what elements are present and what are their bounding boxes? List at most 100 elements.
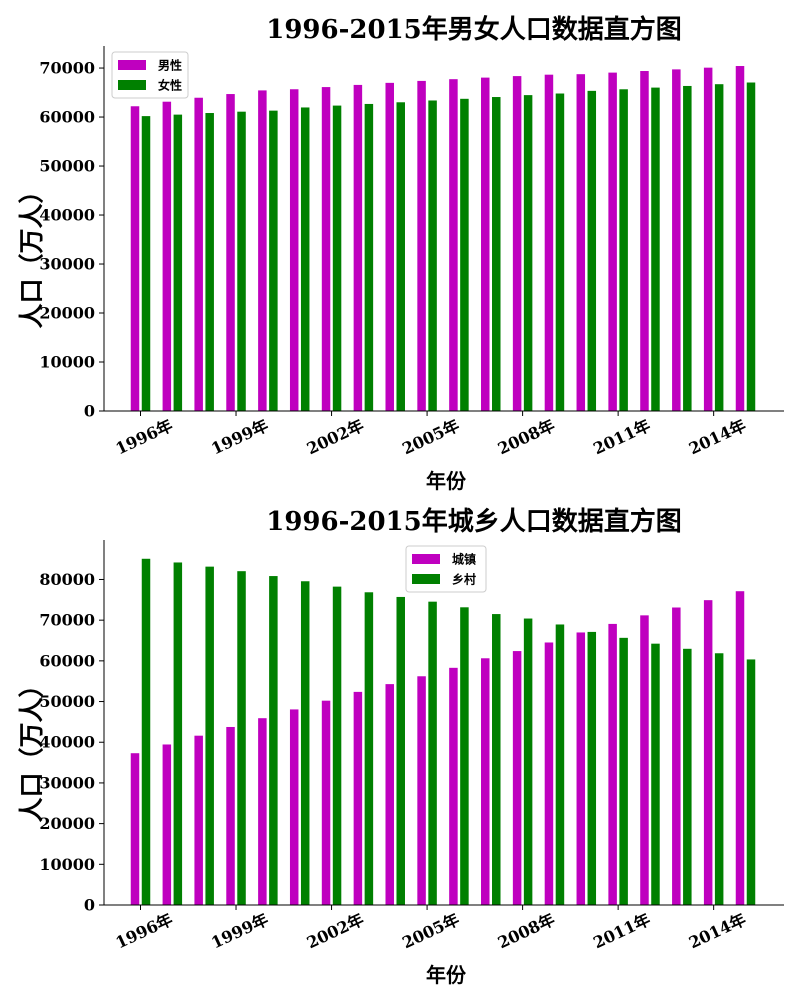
- bar: [226, 94, 235, 412]
- series-2: [141, 558, 756, 905]
- x-tick-label: 2002年: [304, 910, 367, 953]
- bar: [417, 676, 426, 905]
- series-1: [130, 591, 745, 905]
- x-tick-label: 2014年: [686, 910, 749, 953]
- bar: [587, 631, 597, 905]
- bar: [385, 82, 394, 412]
- x-tick-label: 2014年: [686, 416, 749, 459]
- bar: [300, 581, 310, 905]
- x-tick-label: 2002年: [304, 416, 367, 459]
- bar: [640, 615, 649, 905]
- y-tick-label: 0: [84, 896, 95, 915]
- bar: [683, 85, 692, 412]
- bar: [449, 79, 458, 412]
- legend-swatch: [412, 554, 440, 564]
- bar: [555, 624, 565, 905]
- bar: [481, 658, 490, 905]
- y-axis-label: 人口（万人）: [17, 672, 46, 822]
- y-tick-label: 10000: [39, 855, 95, 874]
- bar: [269, 110, 278, 411]
- y-tick-label: 30000: [39, 773, 95, 792]
- chart-title: 1996-2015年城乡人口数据直方图: [266, 506, 682, 537]
- x-tick-label: 2005年: [399, 910, 462, 953]
- bar: [173, 562, 183, 905]
- legend-label: 城镇: [452, 552, 476, 567]
- bar: [651, 87, 660, 411]
- bar: [321, 700, 331, 905]
- y-tick-label: 40000: [39, 733, 95, 752]
- bar: [428, 100, 437, 411]
- bar: [141, 116, 151, 412]
- bar: [555, 93, 565, 411]
- bar: [640, 71, 649, 411]
- bar: [130, 106, 140, 411]
- bar: [619, 637, 628, 905]
- bar: [300, 107, 310, 412]
- bar: [672, 607, 681, 905]
- bar: [460, 607, 469, 905]
- bar: [332, 586, 342, 905]
- bar: [194, 97, 203, 412]
- bar: [703, 67, 713, 411]
- bar: [576, 74, 586, 412]
- y-tick-label: 40000: [39, 206, 95, 225]
- bar: [289, 709, 299, 905]
- bar: [353, 84, 363, 412]
- bar: [205, 566, 214, 905]
- y-tick-label: 30000: [39, 255, 95, 274]
- bar: [141, 558, 151, 905]
- bar: [512, 76, 522, 411]
- bar: [492, 614, 501, 905]
- bar: [651, 643, 660, 905]
- chart-panel-1: 1996-2015年男女人口数据直方图 0 10000 20000 30000 40000…: [17, 14, 784, 493]
- bar: [544, 74, 554, 412]
- chart-panel-2: 1996-2015年城乡人口数据直方图 0 10000 20000 30000 40000…: [17, 506, 784, 987]
- bar: [258, 718, 267, 905]
- chart-title: 1996-2015年男女人口数据直方图: [266, 14, 682, 45]
- bar: [672, 69, 681, 411]
- y-tick-label: 50000: [39, 157, 95, 176]
- bar: [237, 111, 246, 412]
- x-tick-label: 2011年: [590, 416, 653, 459]
- bar: [683, 648, 692, 905]
- bar: [608, 623, 617, 905]
- bar: [194, 735, 203, 905]
- x-tick-label: 2005年: [399, 416, 462, 459]
- x-axis-label: 年份: [426, 469, 467, 493]
- bar: [321, 87, 331, 411]
- bar: [353, 691, 363, 905]
- bar: [619, 89, 628, 411]
- bar: [714, 84, 724, 411]
- bar: [481, 77, 490, 412]
- legend-label: 男性: [158, 58, 182, 73]
- bar: [237, 571, 246, 905]
- bar: [428, 601, 437, 905]
- bar: [396, 102, 405, 411]
- bar: [269, 576, 278, 905]
- x-tick-label: 1996年: [113, 416, 176, 459]
- y-tick-label: 0: [84, 402, 95, 421]
- bar: [544, 642, 554, 905]
- legend-swatch: [118, 60, 146, 70]
- y-tick-label: 10000: [39, 353, 95, 372]
- bar: [205, 113, 214, 412]
- bar: [396, 596, 405, 905]
- bar: [576, 632, 586, 905]
- bar: [714, 653, 724, 905]
- legend-label: 女性: [158, 78, 182, 93]
- x-tick-label: 2008年: [495, 910, 558, 953]
- bar: [460, 98, 469, 411]
- bar: [735, 591, 745, 905]
- bar: [364, 103, 374, 411]
- bar: [417, 80, 426, 411]
- y-tick-label: 80000: [39, 570, 95, 589]
- x-tick-label: 1999年: [208, 416, 271, 459]
- x-tick-label: 1999年: [208, 910, 271, 953]
- bar: [492, 97, 501, 411]
- legend-label: 乡村: [452, 572, 476, 587]
- bar: [523, 95, 533, 412]
- x-tick-label: 1996年: [113, 910, 176, 953]
- bar: [746, 659, 756, 905]
